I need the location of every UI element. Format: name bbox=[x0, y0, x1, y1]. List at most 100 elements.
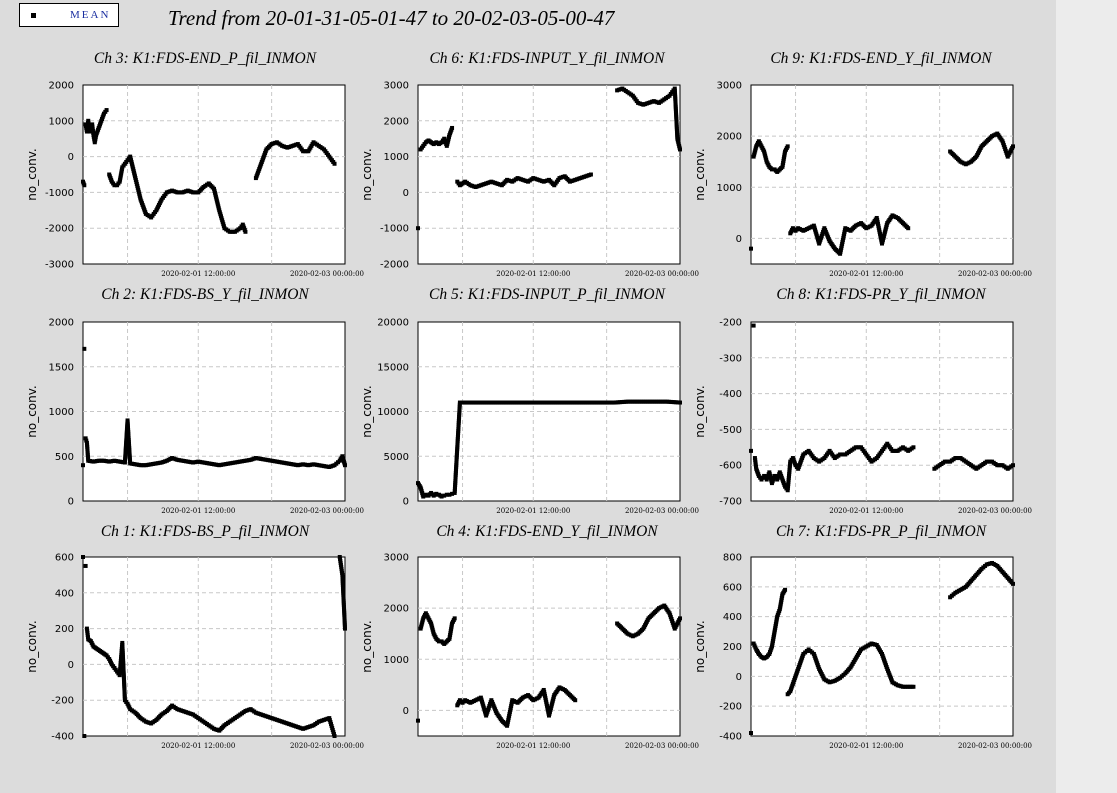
data-point bbox=[343, 463, 347, 468]
x-tick-label: 2020-02-01 12:00:00 bbox=[496, 270, 570, 278]
y-tick-label: 400 bbox=[723, 612, 742, 623]
data-point bbox=[83, 436, 88, 441]
y-tick-label: -2000 bbox=[45, 224, 74, 235]
data-point bbox=[456, 431, 461, 436]
data-point bbox=[753, 462, 758, 467]
data-point bbox=[457, 414, 462, 419]
data-point bbox=[117, 671, 122, 676]
x-tick-label: 2020-02-03 00:00:00 bbox=[290, 507, 364, 515]
y-tick-label: -300 bbox=[719, 353, 742, 364]
y-tick-label: 2000 bbox=[384, 604, 409, 615]
data-point bbox=[124, 438, 129, 443]
data-point bbox=[672, 90, 677, 95]
y-tick-label: 0 bbox=[68, 660, 74, 671]
x-tick-label: 2020-02-03 00:00:00 bbox=[625, 742, 699, 750]
data-point bbox=[787, 469, 792, 474]
data-point bbox=[85, 633, 90, 638]
data-point bbox=[90, 126, 95, 131]
data-point bbox=[118, 663, 123, 668]
data-point bbox=[118, 657, 123, 662]
data-point bbox=[456, 422, 461, 427]
panel-title: Ch 8: K1:FDS-PR_Y_fil_INMON bbox=[776, 286, 986, 303]
plot-area bbox=[750, 321, 1014, 502]
data-point bbox=[123, 444, 128, 449]
data-point bbox=[787, 471, 792, 476]
data-point bbox=[436, 639, 441, 644]
y-axis-label: no_conv. bbox=[360, 620, 374, 672]
data-point bbox=[752, 152, 757, 157]
data-point bbox=[455, 439, 460, 444]
x-tick-label: 2020-02-01 12:00:00 bbox=[496, 742, 570, 750]
data-point bbox=[673, 102, 678, 107]
data-point bbox=[672, 88, 677, 93]
data-point bbox=[752, 150, 757, 155]
data-point bbox=[418, 626, 423, 631]
x-tick-label: 2020-02-01 12:00:00 bbox=[161, 742, 235, 750]
y-tick-label: 600 bbox=[723, 582, 742, 593]
data-point bbox=[753, 146, 758, 151]
panel-title: Ch 4: K1:FDS-END_Y_fil_INMON bbox=[436, 523, 658, 540]
data-point bbox=[124, 440, 129, 445]
data-point bbox=[123, 452, 128, 457]
data-point bbox=[786, 484, 791, 489]
page-title: Trend from 20-01-31-05-01-47 to 20-02-03… bbox=[168, 6, 615, 30]
data-point bbox=[429, 623, 434, 628]
y-tick-label: 0 bbox=[68, 497, 74, 508]
data-point bbox=[786, 480, 791, 485]
data-point bbox=[672, 86, 677, 91]
y-tick-label: -400 bbox=[719, 732, 742, 743]
data-point bbox=[85, 630, 90, 635]
data-point bbox=[124, 442, 129, 447]
data-point bbox=[674, 110, 679, 115]
y-tick-label: 1000 bbox=[717, 183, 742, 194]
x-tick-label: 2020-02-03 00:00:00 bbox=[958, 507, 1032, 515]
data-point bbox=[673, 98, 678, 103]
panel-title: Ch 5: K1:FDS-INPUT_P_fil_INMON bbox=[429, 286, 665, 303]
data-point bbox=[85, 127, 90, 132]
y-tick-label: 2000 bbox=[384, 116, 409, 127]
data-point bbox=[911, 684, 916, 689]
data-point bbox=[447, 492, 452, 497]
data-point bbox=[457, 412, 462, 417]
plot-area bbox=[750, 556, 1014, 737]
y-tick-label: 2000 bbox=[717, 132, 742, 143]
data-point bbox=[785, 486, 790, 491]
data-point bbox=[90, 128, 95, 133]
panel-title: Ch 1: K1:FDS-BS_P_fil_INMON bbox=[100, 523, 310, 540]
data-point bbox=[763, 153, 768, 158]
data-point bbox=[674, 120, 679, 125]
x-tick-label: 2020-02-03 00:00:00 bbox=[625, 507, 699, 515]
data-point bbox=[84, 129, 89, 134]
data-point bbox=[673, 94, 678, 99]
data-point bbox=[783, 587, 788, 592]
y-tick-label: -200 bbox=[719, 702, 742, 713]
data-point bbox=[124, 436, 129, 441]
data-point bbox=[786, 482, 791, 487]
data-point bbox=[430, 627, 435, 632]
data-point bbox=[457, 406, 462, 411]
y-tick-label: 15000 bbox=[377, 362, 409, 373]
data-point bbox=[753, 460, 758, 465]
data-point bbox=[455, 437, 460, 442]
y-tick-label: 20000 bbox=[377, 318, 409, 329]
plot-area bbox=[82, 321, 346, 502]
data-point bbox=[455, 441, 460, 446]
y-axis-label: no_conv. bbox=[693, 385, 707, 437]
data-point bbox=[416, 226, 420, 231]
y-axis-label: no_conv. bbox=[360, 148, 374, 200]
data-point bbox=[118, 177, 123, 182]
data-point bbox=[429, 621, 434, 626]
data-point bbox=[419, 624, 424, 629]
data-point bbox=[434, 491, 439, 496]
data-point bbox=[678, 147, 682, 152]
data-point bbox=[444, 492, 449, 497]
data-point bbox=[118, 667, 123, 672]
data-point bbox=[423, 492, 428, 497]
chart-panel: 800 600 400 200 0 -200 -400 2020-02-01 12:00:00… bbox=[693, 553, 1032, 751]
data-point bbox=[675, 132, 680, 137]
data-point bbox=[753, 458, 758, 463]
data-point bbox=[455, 445, 460, 450]
y-tick-label: 1500 bbox=[49, 362, 74, 373]
x-tick-label: 2020-02-03 00:00:00 bbox=[958, 270, 1032, 278]
